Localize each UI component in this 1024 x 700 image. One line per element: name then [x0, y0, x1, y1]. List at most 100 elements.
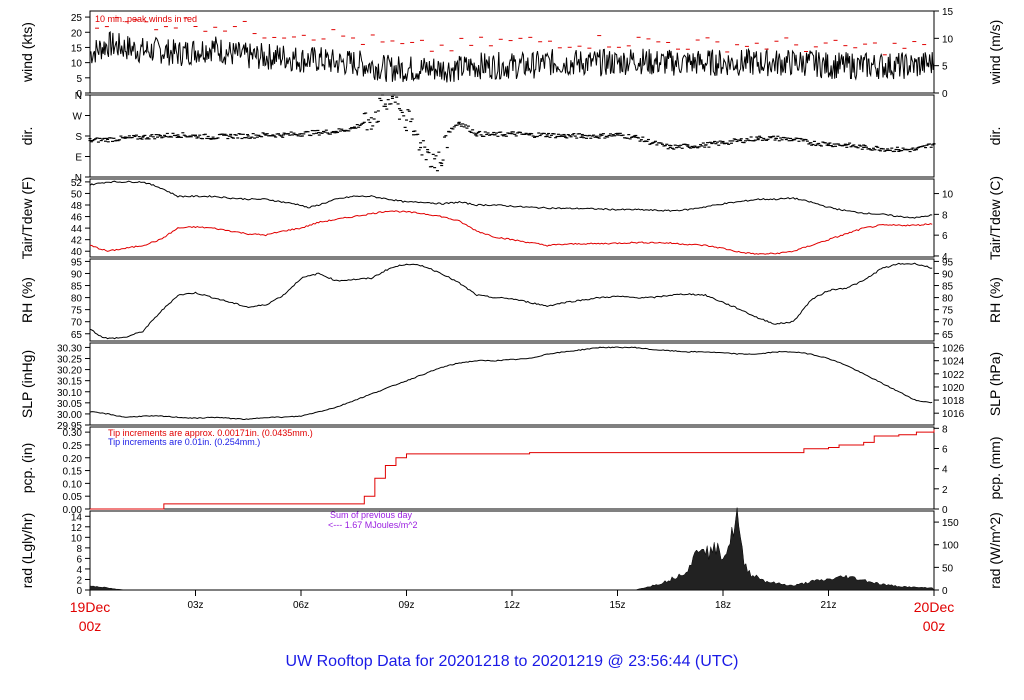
- rad-ytick-label: 6: [76, 554, 82, 565]
- panel-pcp: 0.00 0.05 0.100.15 0.20 0.25 0.30 0 2 4 6 8 pcp. (i…: [19, 424, 1003, 516]
- rad-ytick-label: 12: [71, 523, 83, 534]
- precip-line: [90, 429, 935, 510]
- panel-wind: 0 5 10 15 20 25 0 5 10 15 wind (kts) wind (m/s) 10 m…: [19, 7, 1003, 100]
- pcp-right-ytick-label: 4: [942, 465, 948, 476]
- wind-ytick-label: 5: [76, 74, 82, 85]
- rh-right-ytick-label: 90: [942, 269, 954, 280]
- rad-ytick-label: 0: [76, 586, 82, 597]
- dir-ylabel-left: dir.: [19, 127, 35, 146]
- wind-ytick-label: 25: [71, 13, 83, 24]
- rad-ytick-label: 8: [76, 544, 82, 555]
- x-tick-label: 21z: [820, 600, 836, 611]
- rad-frame: [89, 510, 935, 591]
- rh-line-0: [89, 262, 933, 340]
- wind-speed-line: [89, 31, 935, 83]
- temp-line-1: [89, 210, 933, 255]
- rh-ytick-label: 80: [71, 294, 83, 305]
- start-time-label: 00z: [79, 618, 102, 634]
- rh-ytick-label: 90: [71, 269, 83, 280]
- wind-ytick-label: 20: [71, 28, 83, 39]
- slp-ytick-label: 30.05: [57, 399, 82, 410]
- rh-right-ytick-label: 70: [942, 318, 954, 329]
- pcp-ytick-label: 0.30: [63, 428, 83, 439]
- rad-right-ytick-label: 50: [942, 563, 954, 574]
- slp-ytick-label: 30.30: [57, 343, 82, 354]
- x-tick-label: 12z: [504, 600, 520, 611]
- rad-annotation: Sum of previous day: [330, 510, 413, 520]
- wind-right-ytick-label: 10: [942, 34, 954, 45]
- wind-right-ytick-label: 15: [942, 7, 954, 18]
- end-date-label: 20Dec: [914, 599, 954, 615]
- dir-ytick-label: W: [73, 112, 83, 123]
- rad-ytick-label: 4: [76, 565, 82, 576]
- rh-ytick-label: 75: [71, 306, 83, 317]
- slp-line-0: [89, 346, 933, 420]
- dir-ylabel-right: dir.: [987, 127, 1003, 146]
- slp-right-ytick-label: 1016: [942, 409, 965, 420]
- dir-ytick-label: N: [75, 91, 82, 102]
- x-tick-label: 15z: [609, 600, 625, 611]
- dir-ytick-label: S: [75, 132, 82, 143]
- wind-right-ytick-label: 0: [942, 89, 948, 100]
- pcp-ylabel-left: pcp. (in): [19, 443, 35, 494]
- end-time-label: 00z: [923, 618, 946, 634]
- wind-ytick-label: 0: [76, 89, 82, 100]
- pcp-ylabel-right: pcp. (mm): [987, 437, 1003, 500]
- pcp-frame: [89, 426, 935, 510]
- temp-ytick-label: 42: [71, 236, 83, 247]
- rad-right-ytick-label: 100: [942, 541, 959, 552]
- rh-right-ytick-label: 75: [942, 306, 954, 317]
- slp-ylabel-left: SLP (inHg): [19, 350, 35, 418]
- rh-ytick-label: 95: [71, 257, 83, 268]
- pcp-ytick-label: 0.15: [63, 467, 83, 478]
- rh-frame: [89, 258, 935, 342]
- wind-ylabel-right: wind (m/s): [987, 20, 1003, 86]
- wind-annotation: 10 min. peak winds in red: [95, 14, 197, 24]
- pcp-right-ytick-label: 8: [942, 424, 948, 435]
- temp-frame: [89, 178, 935, 258]
- temp-ytick-label: 48: [71, 201, 83, 212]
- pcp-ytick-label: 0.20: [63, 454, 83, 465]
- rh-right-ytick-label: 85: [942, 282, 954, 293]
- rh-ylabel-left: RH (%): [19, 277, 35, 323]
- temp-right-ytick-label: 8: [942, 210, 948, 221]
- x-tick-label: 03z: [187, 600, 203, 611]
- temp-ytick-label: 46: [71, 213, 83, 224]
- dir-ytick-label: N: [75, 173, 82, 184]
- dir-ytick-label: E: [75, 153, 82, 164]
- slp-right-ytick-label: 1022: [942, 370, 965, 381]
- slp-ytick-label: 30.25: [57, 355, 82, 366]
- rad-right-ytick-label: 0: [942, 586, 948, 597]
- wind-ylabel-left: wind (kts): [19, 22, 35, 83]
- wind-ytick-label: 10: [71, 59, 83, 70]
- rad-ylabel-right: rad (W/m^2): [987, 512, 1003, 589]
- pcp-ytick-label: 0.00: [63, 505, 83, 516]
- pcp-annotation: Tip increments are 0.01in. (0.254mm.): [108, 437, 260, 447]
- slp-right-ytick-label: 1026: [942, 344, 965, 355]
- temp-right-ytick-label: 10: [942, 190, 954, 201]
- pcp-annotation: Tip increments are approx. 0.00171in. (0…: [108, 428, 313, 438]
- pcp-ytick-label: 0.05: [63, 492, 83, 503]
- rh-ytick-label: 70: [71, 318, 83, 329]
- pcp-ytick-label: 0.25: [63, 441, 83, 452]
- temp-ytick-label: 44: [71, 224, 83, 235]
- slp-ytick-label: 30.15: [57, 377, 82, 388]
- rad-annotation: <--- 1.67 MJoules/m^2: [328, 520, 418, 530]
- rad-ytick-label: 2: [76, 575, 82, 586]
- pcp-ytick-label: 0.10: [63, 479, 83, 490]
- rh-ylabel-right: RH (%): [987, 277, 1003, 323]
- dir-frame: [89, 94, 935, 178]
- x-tick-label: 18z: [715, 600, 731, 611]
- rad-ylabel-left: rad (Lgly/hr): [19, 513, 35, 588]
- x-tick-label: 09z: [398, 600, 414, 611]
- temp-ytick-label: 40: [71, 247, 83, 258]
- temp-ylabel-left: Tair/Tdew (F): [19, 177, 35, 259]
- rh-right-ytick-label: 65: [942, 330, 954, 341]
- rh-right-ytick-label: 80: [942, 294, 954, 305]
